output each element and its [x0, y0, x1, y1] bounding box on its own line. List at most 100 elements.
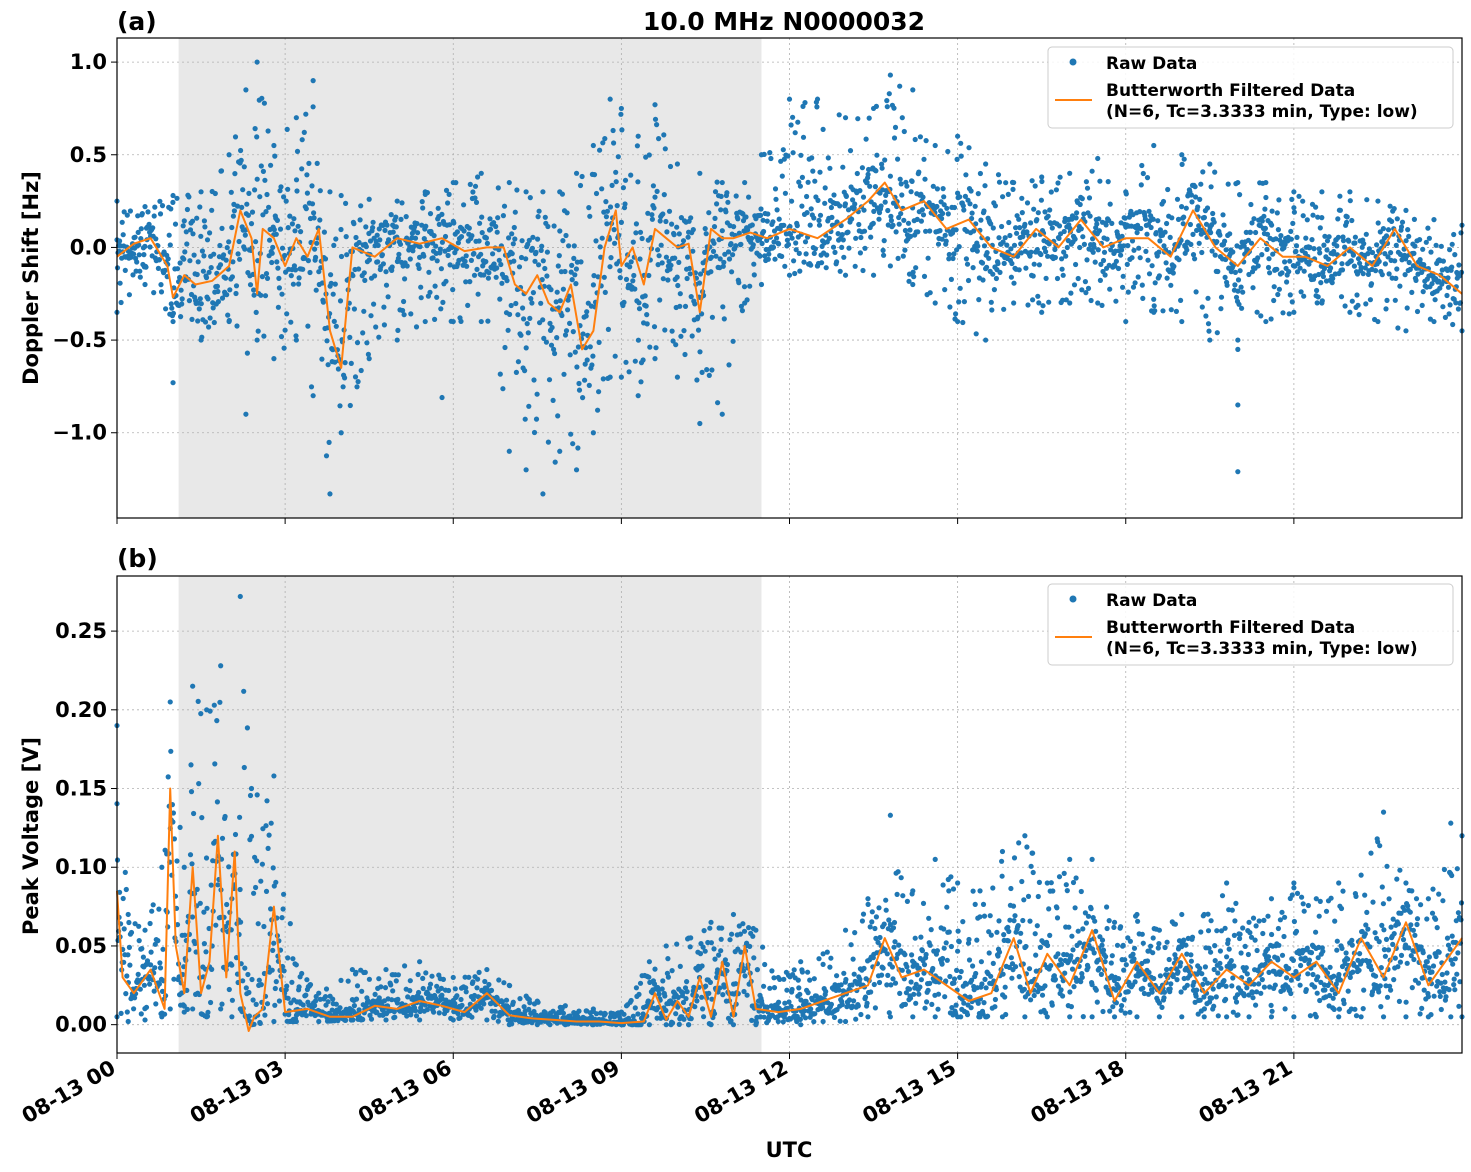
raw-data-point: [312, 1002, 318, 1009]
raw-data-point: [506, 448, 512, 454]
raw-data-point: [1104, 236, 1110, 242]
raw-data-point: [1120, 284, 1126, 290]
raw-data-point: [894, 891, 900, 898]
raw-data-point: [831, 1014, 838, 1021]
raw-data-point: [1421, 262, 1427, 268]
raw-data-point: [1203, 313, 1209, 319]
raw-data-point: [1169, 215, 1175, 221]
raw-data-point: [895, 255, 901, 261]
raw-data-point: [983, 161, 989, 167]
raw-data-point: [721, 259, 727, 265]
raw-data-point: [750, 933, 756, 939]
raw-data-point: [1025, 893, 1032, 900]
raw-data-point: [663, 254, 670, 260]
raw-data-point: [370, 225, 376, 231]
raw-data-point: [242, 965, 248, 971]
raw-data-point: [1024, 200, 1031, 206]
raw-data-point: [572, 272, 578, 278]
raw-data-point: [423, 223, 429, 229]
raw-data-point: [274, 259, 280, 265]
raw-data-point: [506, 235, 512, 241]
raw-data-point: [139, 946, 145, 952]
raw-data-point: [271, 227, 277, 233]
raw-data-point: [1167, 234, 1173, 240]
raw-data-point: [494, 995, 500, 1001]
raw-data-point: [1265, 264, 1272, 271]
raw-data-point: [1109, 953, 1115, 959]
raw-data-point: [837, 268, 843, 274]
raw-data-point: [295, 223, 301, 229]
raw-data-point: [855, 1003, 861, 1009]
raw-data-point: [940, 210, 946, 217]
raw-data-point: [184, 206, 190, 213]
raw-data-point: [744, 992, 750, 998]
raw-data-point: [1150, 216, 1156, 222]
raw-data-point: [782, 190, 789, 196]
raw-data-point: [788, 122, 794, 128]
raw-data-point: [902, 952, 908, 958]
raw-data-point: [1164, 275, 1170, 281]
raw-data-point: [245, 212, 251, 218]
raw-data-point: [539, 243, 545, 249]
raw-data-point: [1038, 251, 1044, 258]
raw-data-point: [1284, 279, 1290, 285]
raw-data-point: [1349, 217, 1355, 224]
raw-data-point: [121, 209, 127, 215]
raw-data-point: [870, 220, 876, 226]
raw-data-point: [530, 234, 536, 240]
raw-data-point: [457, 1015, 463, 1021]
raw-data-point: [607, 204, 614, 210]
raw-data-point: [631, 272, 637, 279]
raw-data-point: [787, 231, 794, 237]
raw-data-point: [277, 226, 284, 232]
raw-data-point: [920, 900, 927, 907]
raw-data-point: [655, 262, 661, 268]
raw-data-point: [1067, 989, 1073, 995]
raw-data-point: [157, 960, 163, 966]
raw-data-point: [263, 823, 269, 829]
raw-data-point: [1135, 918, 1141, 924]
raw-data-point: [681, 328, 687, 334]
raw-data-point: [1008, 955, 1015, 961]
raw-data-point: [1398, 224, 1405, 230]
raw-data-point: [929, 1001, 935, 1008]
raw-data-point: [590, 142, 596, 149]
raw-data-point: [1125, 243, 1131, 249]
raw-data-point: [431, 233, 437, 239]
raw-data-point: [293, 333, 299, 339]
raw-data-point: [784, 237, 791, 243]
raw-data-point: [802, 239, 809, 245]
raw-data-point: [1247, 930, 1253, 936]
raw-data-point: [272, 1002, 278, 1008]
raw-data-point: [1132, 280, 1138, 286]
raw-data-point: [1058, 987, 1064, 993]
raw-data-point: [573, 170, 580, 176]
raw-data-point: [415, 971, 421, 978]
raw-data-point: [684, 979, 690, 985]
raw-data-point: [867, 183, 873, 189]
raw-data-point: [884, 104, 890, 110]
raw-data-point: [124, 212, 130, 218]
raw-data-point: [770, 244, 777, 250]
raw-data-point: [582, 361, 588, 367]
raw-data-point: [124, 973, 130, 979]
raw-data-point: [482, 978, 488, 985]
raw-data-point: [991, 287, 998, 293]
raw-data-point: [891, 919, 898, 926]
raw-data-point: [859, 165, 866, 171]
raw-data-point: [1264, 246, 1270, 252]
raw-data-point: [1251, 981, 1257, 987]
raw-data-point: [860, 194, 867, 200]
raw-data-point: [887, 263, 893, 269]
raw-data-point: [377, 237, 383, 243]
raw-data-point: [338, 430, 344, 436]
raw-data-point: [182, 249, 188, 255]
raw-data-point: [182, 932, 188, 938]
raw-data-point: [709, 996, 715, 1002]
raw-data-point: [1363, 231, 1369, 237]
raw-data-point: [1373, 268, 1379, 274]
raw-data-point: [960, 203, 966, 209]
raw-data-point: [675, 1004, 681, 1010]
panel-a-legend: Raw Data Butterworth Filtered Data (N=6,…: [1047, 46, 1454, 129]
raw-data-point: [541, 335, 547, 341]
